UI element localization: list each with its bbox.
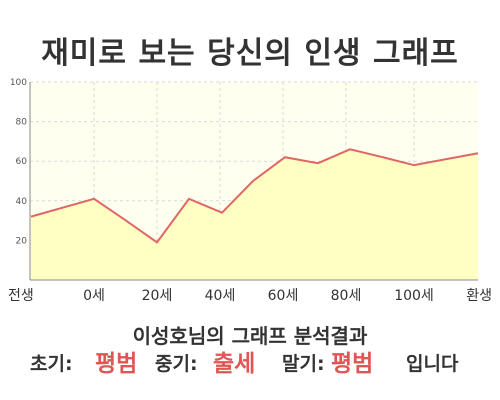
x-tick-label: 환생 [466,288,492,304]
early-label: 초기: [30,353,73,375]
x-tick-label: 100세 [394,288,434,304]
late-verdict: 평범 [331,351,374,377]
middle-label: 중기: [155,353,198,375]
x-tick-label: 40세 [205,288,236,304]
x-axis: 전생 0세 20세 40세 60세 80세 100세 환생 [8,279,492,304]
series-line [30,148,479,244]
x-tick-label: 20세 [142,288,173,304]
y-axis: 20 40 60 80 100 [10,78,31,280]
early-verdict: 평범 [95,351,138,377]
life-graph-chart: 20 40 60 80 100 전생 0세 20세 40세 60세 80세 100세 환생 [8,78,492,304]
area-fill [31,149,478,280]
page-title: 재미로 보는 당신의 인생 그래프 [41,36,459,71]
x-tick-label: 전생 [8,288,34,304]
y-tick-label: 40 [16,197,28,207]
y-tick-label: 100 [10,78,27,88]
middle-verdict: 출세 [213,351,256,377]
x-tick-label: 80세 [331,288,362,304]
x-tick-label: 0세 [83,288,105,304]
result-title: 이성호님의 그래프 분석결과 [132,324,368,348]
ending-text: 입니다 [406,353,459,375]
x-tick-label: 60세 [268,288,299,304]
y-tick-label: 80 [16,118,28,128]
y-tick-label: 60 [16,157,28,167]
y-tick-label: 20 [16,236,28,246]
analysis-summary: 초기: 평범 중기: 출세 말기: 평범 입니다 [0,348,500,380]
late-label: 말기: [282,353,325,375]
